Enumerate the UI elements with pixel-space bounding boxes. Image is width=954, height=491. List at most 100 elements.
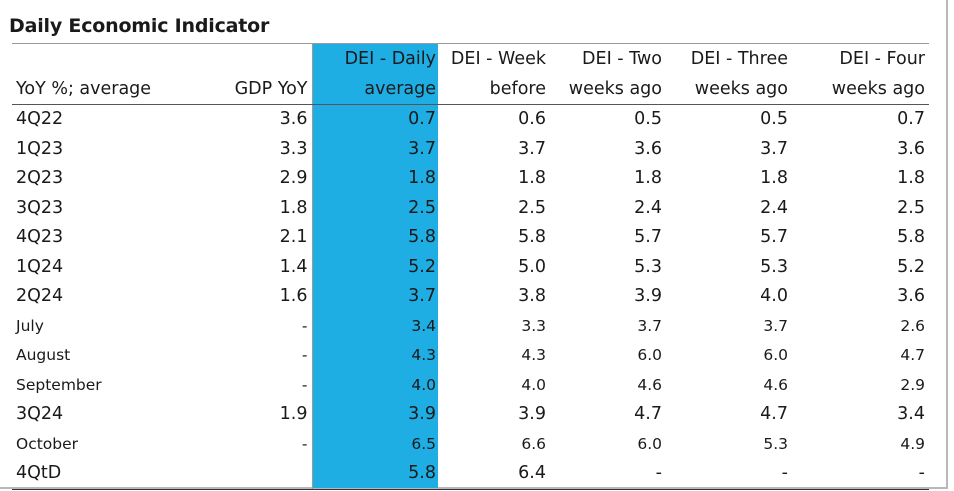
table-row: September - 4.0 4.0 4.6 4.6 2.9	[12, 370, 929, 400]
dei-week-cell: 3.7	[518, 138, 546, 159]
row-label: 3Q24	[16, 404, 64, 424]
dei-four-cell: 4.7	[900, 346, 925, 364]
dei-daily-cell: 3.4	[411, 316, 436, 335]
dei-three-cell: 5.3	[760, 256, 788, 277]
row-label: 4Q22	[16, 109, 64, 129]
table-row: 2Q23 2.9 1.8 1.8 1.8 1.8 1.8	[12, 164, 929, 194]
dei-four-cell: -	[792, 459, 929, 490]
table-row: 4QtD 5.8 6.4- - -	[12, 459, 929, 490]
row-label: 1Q24	[16, 256, 64, 277]
header-row-2: YoY %; average GDP YoY average before we…	[12, 74, 929, 105]
dei-daily-cell: 4.0	[411, 375, 436, 394]
header-daily-1: DEI - Daily	[344, 48, 436, 69]
gdp-cell	[192, 459, 313, 490]
header-two-1: DEI - Two	[582, 48, 662, 69]
row-label: July	[16, 316, 44, 335]
table-row: 3Q23 1.8 2.5 2.5 2.4 2.4 2.5	[12, 193, 929, 223]
dei-three-cell: 1.8	[760, 168, 788, 188]
table-title: Daily Economic Indicator	[9, 15, 270, 37]
row-label: 4Q23	[16, 227, 64, 247]
table-body: 4Q22 3.6 0.7 0.6 0.5 0.5 0.7 1Q23 3.3 3.7 3.7 3.6 3.…	[12, 104, 929, 490]
header-gdp-1	[192, 44, 313, 74]
dei-week-cell: 6.6	[521, 434, 546, 453]
dei-four-cell: 5.8	[897, 227, 925, 247]
dei-daily-cell: 3.9	[408, 404, 436, 424]
table-row: August - 4.3 4.3 6.0 6.0 4.7	[12, 341, 929, 371]
dei-daily-cell: 4.3	[411, 346, 436, 364]
dei-four-cell: 2.5	[897, 197, 925, 218]
dei-two-cell: 4.6	[637, 375, 662, 394]
dei-daily-cell: 0.7	[408, 109, 436, 129]
row-label: 1Q23	[16, 138, 64, 159]
dei-three-cell: 3.7	[763, 316, 788, 335]
header-three-2: weeks ago	[666, 74, 792, 105]
header-week-2: before	[438, 74, 550, 105]
dei-daily-cell: 3.7	[408, 286, 436, 306]
header-label-1	[12, 44, 192, 74]
header-week-1: DEI - Week	[450, 48, 546, 69]
dei-week-cell: 5.0	[518, 256, 546, 277]
gdp-cell: -	[192, 370, 313, 400]
row-label: 2Q23	[16, 168, 64, 188]
dei-daily-cell: 5.8	[312, 459, 438, 490]
dei-three-cell: 5.7	[760, 227, 788, 247]
dei-four-cell: 1.8	[897, 168, 925, 188]
dei-three-cell: 2.4	[760, 197, 788, 218]
table-row: 4Q23 2.1 5.8 5.8 5.7 5.7 5.8	[12, 223, 929, 253]
header-four-2: weeks ago	[792, 74, 929, 105]
header-gdp-2: GDP YoY	[192, 74, 313, 105]
dei-daily-highlight	[312, 44, 438, 488]
dei-two-cell: -	[550, 459, 666, 490]
dei-week-cell: 5.8	[518, 227, 546, 247]
dei-week-cell: 0.6	[518, 109, 546, 129]
dei-four-cell: 2.9	[900, 375, 925, 394]
dei-four-cell: 3.6	[897, 286, 925, 306]
dei-two-cell: 6.0	[637, 434, 662, 453]
dei-three-cell: 4.0	[760, 286, 788, 306]
dei-three-cell: -	[666, 459, 792, 490]
dei-week-cell: 3.8	[518, 286, 546, 306]
table-row: July - 3.4 3.3 3.7 3.7 2.6	[12, 311, 929, 341]
dei-week-cell: 1.8	[518, 168, 546, 188]
dei-week-cell: 6.4	[438, 459, 550, 490]
dei-two-cell: 6.0	[637, 346, 662, 364]
table-row: 2Q24 1.6 3.7 3.8 3.9 4.0 3.6	[12, 282, 929, 312]
table-row: 1Q24 1.4 5.2 5.0 5.3 5.3 5.2	[12, 252, 929, 282]
row-label: October	[16, 434, 79, 453]
dei-daily-cell: 2.5	[408, 197, 436, 218]
dei-four-cell: 2.6	[900, 316, 925, 335]
dei-three-cell: 4.6	[763, 375, 788, 394]
header-four-1: DEI - Four	[839, 48, 925, 69]
dei-four-cell: 0.7	[897, 109, 925, 129]
gdp-cell: 3.6	[192, 104, 313, 135]
gdp-cell: -	[192, 341, 313, 371]
table-row: October - 6.5 6.6 6.0 5.3 4.9	[12, 429, 929, 459]
row-label: 4QtD	[12, 459, 192, 490]
header-daily-2: average	[312, 74, 438, 105]
dei-four-cell: 5.2	[897, 256, 925, 277]
dei-week-cell: 3.3	[521, 316, 546, 335]
dei-week-cell: 4.3	[521, 346, 546, 364]
gdp-cell: -	[192, 429, 313, 459]
dei-week-cell: 2.5	[518, 197, 546, 218]
row-label: August	[16, 346, 71, 364]
dei-three-cell: 4.7	[760, 404, 788, 424]
row-label: September	[16, 375, 102, 394]
dei-four-cell: 3.6	[897, 138, 925, 159]
row-label: 3Q23	[16, 197, 64, 218]
dei-two-cell: 3.9	[634, 286, 662, 306]
gdp-cell: 1.9	[192, 400, 313, 430]
dei-week-cell: 3.9	[518, 404, 546, 424]
dei-daily-cell: 3.7	[408, 138, 436, 159]
dei-two-cell: 3.6	[634, 138, 662, 159]
gdp-cell: 2.9	[192, 164, 313, 194]
gdp-cell: 1.8	[192, 193, 313, 223]
dei-table: DEI - Daily DEI - Week DEI - Two DEI - T…	[12, 44, 929, 490]
dei-two-cell: 0.5	[634, 109, 662, 129]
header-label-2: YoY %; average	[12, 74, 192, 105]
dei-three-cell: 3.7	[760, 138, 788, 159]
gdp-cell: 1.6	[192, 282, 313, 312]
dei-daily-cell: 1.8	[408, 168, 436, 188]
dei-four-cell: 4.9	[900, 434, 925, 453]
header-three-1: DEI - Three	[690, 48, 788, 69]
